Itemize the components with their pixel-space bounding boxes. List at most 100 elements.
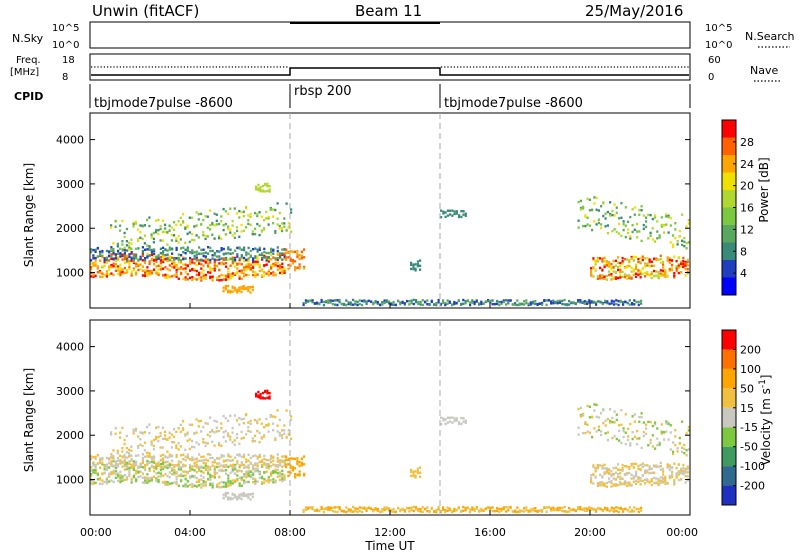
rti-cell xyxy=(117,476,120,479)
rti-cell xyxy=(162,467,165,471)
rti-cell xyxy=(251,288,254,292)
rti-cell xyxy=(604,432,607,435)
rti-cell xyxy=(173,465,176,469)
rti-cell xyxy=(243,248,246,252)
rti-cell xyxy=(653,257,656,260)
rti-cell xyxy=(311,507,314,511)
rti-cell xyxy=(671,475,674,479)
rti-cell xyxy=(211,223,214,226)
rti-cell xyxy=(193,254,196,258)
rti-cell xyxy=(254,418,257,422)
rti-cell xyxy=(225,481,228,485)
rti-cell xyxy=(247,285,250,289)
rti-cell xyxy=(662,269,665,272)
rti-cell xyxy=(206,433,209,436)
rti-cell xyxy=(603,467,606,470)
rti-cell xyxy=(265,458,268,462)
rti-cell xyxy=(191,232,194,236)
rti-cell xyxy=(159,252,162,255)
rti-cell xyxy=(663,438,666,441)
rti-cell xyxy=(412,474,415,478)
rti-cell xyxy=(132,261,135,265)
rti-cell xyxy=(211,257,214,260)
rti-cell xyxy=(125,227,128,231)
rti-cell xyxy=(345,303,348,307)
rti-cell xyxy=(270,258,273,261)
rti-cell xyxy=(279,473,282,476)
rti-cell xyxy=(596,275,599,278)
colorbar-segment xyxy=(722,190,736,208)
rti-cell xyxy=(270,264,273,267)
rti-cell xyxy=(252,466,255,469)
rti-cell xyxy=(94,463,97,467)
rti-cell xyxy=(267,260,270,263)
rti-cell xyxy=(197,443,200,446)
rti-cell xyxy=(134,427,137,431)
rti-cell xyxy=(610,474,613,478)
rti-cell xyxy=(272,215,275,218)
rti-cell xyxy=(588,198,591,201)
rti-cell xyxy=(101,458,104,461)
rti-cell xyxy=(590,267,593,270)
rti-cell xyxy=(331,299,334,302)
rti-cell xyxy=(222,289,225,293)
rti-cell xyxy=(629,237,632,240)
rti-cell xyxy=(608,302,611,305)
rti-cell xyxy=(655,258,658,262)
rti-cell xyxy=(276,430,279,433)
rti-cell xyxy=(119,478,122,482)
rti-cell xyxy=(173,464,176,467)
rti-cell xyxy=(390,509,393,512)
rti-cell xyxy=(638,208,641,212)
rti-cell xyxy=(327,301,330,304)
rti-cell xyxy=(240,287,243,290)
rti-cell xyxy=(188,438,191,441)
rti-cell xyxy=(430,506,433,510)
rti-cell xyxy=(130,247,133,250)
rti-cell xyxy=(274,438,277,441)
rti-cell xyxy=(162,274,165,277)
rti-cell xyxy=(240,418,243,421)
rti-cell xyxy=(132,474,135,477)
rti-cell xyxy=(116,449,119,453)
rti-cell xyxy=(650,272,653,275)
rti-cell xyxy=(287,474,290,478)
rti-cell xyxy=(417,508,420,511)
rti-cell xyxy=(392,303,395,306)
rti-cell xyxy=(628,483,631,487)
rti-cell xyxy=(99,459,102,462)
rti-cell xyxy=(424,507,427,511)
rti-cell xyxy=(600,412,603,415)
rti-cell xyxy=(617,483,620,487)
rti-cell xyxy=(604,212,607,215)
rti-cell xyxy=(659,261,662,264)
rti-cell xyxy=(680,472,683,475)
rti-cell xyxy=(647,237,650,240)
rti-cell xyxy=(655,464,658,467)
rti-cell xyxy=(592,266,595,270)
rti-cell xyxy=(261,252,264,255)
rti-cell xyxy=(168,256,171,259)
rti-cell xyxy=(272,422,275,425)
rti-cell xyxy=(614,270,617,274)
rti-cell xyxy=(141,253,144,256)
rti-cell xyxy=(249,291,252,294)
rti-cell xyxy=(252,266,255,269)
rti-cell xyxy=(626,481,629,484)
rti-cell xyxy=(669,431,672,434)
rti-cell xyxy=(132,428,135,431)
rti-cell xyxy=(202,481,205,484)
colorbar-segment xyxy=(722,330,736,350)
rti-cell xyxy=(655,257,658,260)
rti-cell xyxy=(162,462,165,466)
rti-cell xyxy=(646,480,649,483)
rti-cell xyxy=(126,466,129,469)
rti-cell xyxy=(615,302,618,306)
rti-cell xyxy=(343,302,346,306)
rti-cell xyxy=(146,248,149,251)
rti-cell xyxy=(523,507,526,510)
rti-cell xyxy=(281,227,284,230)
rti-cell xyxy=(189,458,192,461)
rti-cell xyxy=(229,248,232,251)
rti-cell xyxy=(279,463,282,466)
